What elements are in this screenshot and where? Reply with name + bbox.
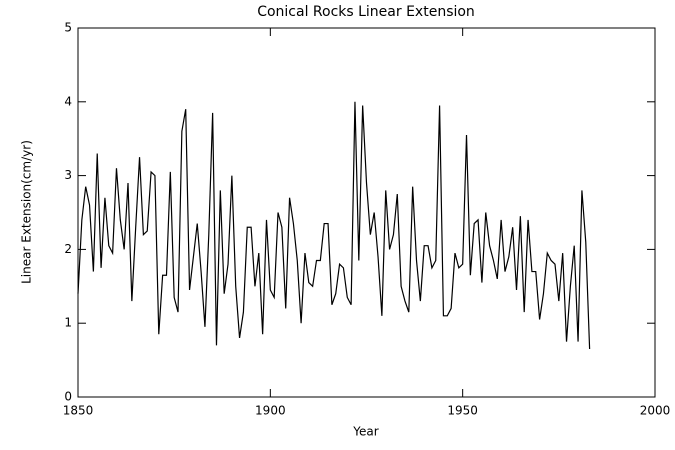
chart-title: Conical Rocks Linear Extension: [257, 4, 475, 20]
y-tick-label: 5: [64, 21, 72, 35]
data-line: [77, 101, 591, 350]
y-tick-label: 1: [64, 316, 72, 330]
x-tick-label: 1850: [63, 404, 94, 418]
x-tick-label: 2000: [640, 404, 671, 418]
y-tick-label: 3: [64, 168, 72, 182]
x-tick-label: 1900: [255, 404, 286, 418]
x-tick-label: 1950: [447, 404, 478, 418]
plot-frame: [77, 27, 656, 398]
y-tick-label: 4: [64, 94, 72, 108]
y-axis-label: Linear Extension(cm/yr): [20, 140, 34, 284]
x-axis-label: Year: [352, 425, 378, 439]
y-tick-label: 0: [64, 390, 72, 404]
y-tick-label: 2: [64, 242, 72, 256]
